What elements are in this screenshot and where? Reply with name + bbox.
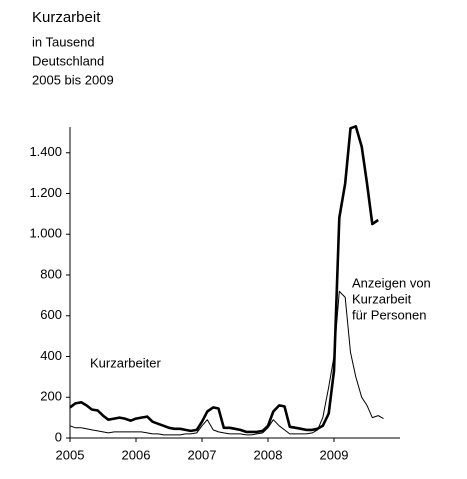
y-tick-label: 1.200 xyxy=(29,185,62,200)
subtitle: in Tausend xyxy=(32,34,95,49)
y-tick-label: 600 xyxy=(40,307,62,322)
series-line xyxy=(69,125,379,434)
annotation: Anzeigen von xyxy=(352,275,431,290)
subtitle: 2005 bis 2009 xyxy=(32,72,114,87)
y-tick-label: 800 xyxy=(40,266,62,281)
y-tick-label: 400 xyxy=(40,348,62,363)
x-tick-label: 2005 xyxy=(56,447,85,462)
y-tick-label: 1.000 xyxy=(29,226,62,241)
annotation: Kurzarbeit xyxy=(352,291,412,306)
subtitle: Deutschland xyxy=(32,53,104,68)
chart-title: Kurzarbeit xyxy=(32,9,101,26)
x-tick-label: 2007 xyxy=(188,447,217,462)
y-tick-label: 200 xyxy=(40,389,62,404)
x-tick-label: 2008 xyxy=(254,447,283,462)
y-tick-label: 1.400 xyxy=(29,144,62,159)
series-line xyxy=(69,290,384,436)
y-tick-label: 0 xyxy=(55,429,62,444)
x-tick-label: 2009 xyxy=(320,447,349,462)
x-tick-label: 2006 xyxy=(122,447,151,462)
annotation: für Personen xyxy=(352,307,426,322)
series-label: Kurzarbeiter xyxy=(90,355,161,370)
